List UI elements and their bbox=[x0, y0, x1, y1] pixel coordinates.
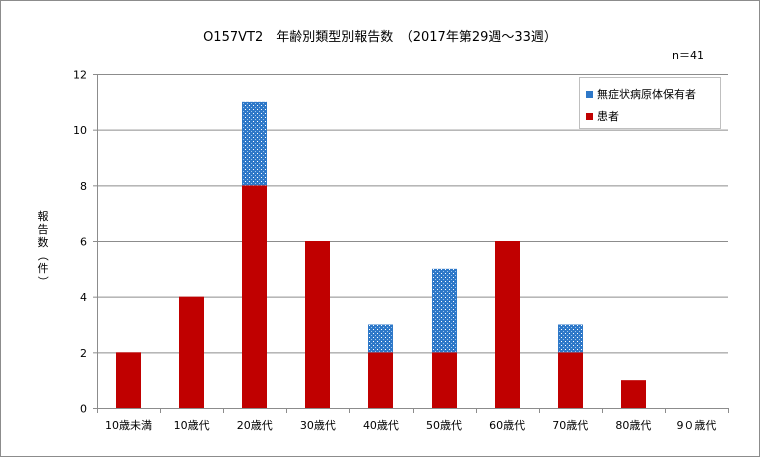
legend-label-patient: 患者 bbox=[597, 110, 619, 123]
bar-patient bbox=[305, 241, 330, 408]
y-axis-label: 報告数（件） bbox=[36, 210, 50, 288]
bar-patient bbox=[368, 352, 393, 408]
x-tick-label: 70歳代 bbox=[552, 419, 588, 432]
bar-patient bbox=[495, 241, 520, 408]
legend-item-patient: 患者 bbox=[586, 108, 619, 124]
y-axis-label-char: 報 bbox=[37, 210, 49, 223]
y-tick-label: 4 bbox=[80, 291, 87, 304]
x-tick-label: 80歳代 bbox=[615, 419, 651, 432]
chart-title: O157VT2 年齢別類型別報告数 （2017年第29週～33週） bbox=[203, 30, 557, 45]
x-tick-label: 9０歳代 bbox=[676, 419, 716, 432]
y-tick-labels: 0 2 4 6 8 10 12 bbox=[73, 69, 87, 416]
x-tick-label: 50歳代 bbox=[426, 419, 462, 432]
x-tick-label: 60歳代 bbox=[489, 419, 525, 432]
legend: 無症状病原体保有者 患者 bbox=[579, 77, 721, 129]
bar-patient bbox=[432, 352, 457, 408]
bar-carrier bbox=[242, 101, 267, 186]
bar-carrier bbox=[368, 324, 393, 353]
bar-patient bbox=[179, 296, 204, 408]
y-tick-label: 0 bbox=[80, 403, 87, 416]
y-tick-label: 12 bbox=[73, 69, 87, 82]
y-tick-label: 6 bbox=[80, 236, 87, 249]
sample-size-note: n＝41 bbox=[672, 49, 704, 62]
bar-carrier bbox=[558, 324, 583, 353]
bar-patient bbox=[116, 352, 141, 408]
legend-swatch-patient bbox=[586, 113, 593, 120]
y-tick-label: 2 bbox=[80, 347, 87, 360]
y-axis-label-char: 数 bbox=[37, 236, 49, 249]
bar-carrier bbox=[432, 268, 457, 353]
y-axis-label-text: 報告数（件） bbox=[36, 210, 50, 288]
legend-label-carrier: 無症状病原体保有者 bbox=[597, 88, 696, 101]
bar-patient bbox=[242, 185, 267, 408]
y-axis-label-char: 件 bbox=[37, 262, 49, 275]
x-tick-label: 10歳代 bbox=[174, 419, 210, 432]
y-axis-label-char: 告 bbox=[37, 223, 49, 236]
bar-patient bbox=[558, 352, 583, 408]
legend-swatch-carrier bbox=[586, 91, 593, 98]
x-tick-label: 30歳代 bbox=[300, 419, 336, 432]
x-tick-label: 40歳代 bbox=[363, 419, 399, 432]
bars bbox=[116, 101, 646, 408]
bar-patient bbox=[621, 380, 646, 408]
legend-item-carrier: 無症状病原体保有者 bbox=[586, 86, 696, 102]
x-tick-label: 20歳代 bbox=[237, 419, 273, 432]
y-tick-label: 10 bbox=[73, 124, 87, 137]
y-tick-label: 8 bbox=[80, 180, 87, 193]
x-tick-labels: 10歳未満 10歳代 20歳代 30歳代 40歳代 50歳代 60歳代 70歳代 80歳代 9０歳… bbox=[105, 419, 716, 432]
x-tick-label: 10歳未満 bbox=[105, 419, 152, 432]
axes bbox=[97, 74, 729, 413]
